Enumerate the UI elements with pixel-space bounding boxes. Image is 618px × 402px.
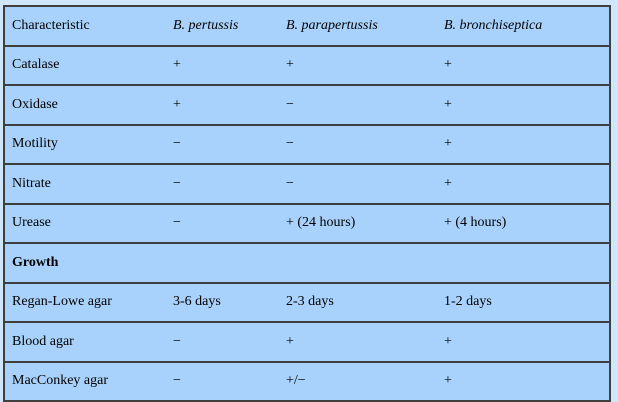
header-b-bronchiseptica: B. bronchiseptica [437,5,611,47]
cell-value: + [437,321,611,363]
cell-value: − [279,84,437,126]
table-row-oxidase: Oxidase + − + [3,84,611,126]
cell-value: + [166,44,279,86]
cell-value: + (4 hours) [437,202,611,244]
cell-value: − [279,123,437,165]
cell-value: − [166,202,279,244]
row-label: MacConkey agar [3,360,166,402]
row-label: Urease [3,202,166,244]
section-heading-growth: Growth [3,242,166,284]
row-label: Motility [3,123,166,165]
cell-value: − [279,163,437,205]
cell-value: − [166,321,279,363]
cell-value: − [166,360,279,402]
cell-value: + [166,84,279,126]
header-b-pertussis: B. pertussis [166,5,279,47]
table-row-nitrate: Nitrate − − + [3,163,611,205]
cell-value: − [166,163,279,205]
row-label: Blood agar [3,321,166,363]
cell-value: − [166,123,279,165]
row-label: Regan-Lowe agar [3,281,166,323]
cell-value: + (24 hours) [279,202,437,244]
table-row-urease: Urease − + (24 hours) + (4 hours) [3,202,611,244]
row-label: Nitrate [3,163,166,205]
table-row-motility: Motility − − + [3,123,611,165]
header-characteristic: Characteristic [3,5,166,47]
table-row-macconkey-agar: MacConkey agar − +/− + [3,360,611,402]
table-row-catalase: Catalase + + + [3,44,611,86]
header-b-parapertussis: B. parapertussis [279,5,437,47]
cell-value [437,242,611,284]
cell-value: + [437,44,611,86]
cell-value: + [437,84,611,126]
cell-value: 2-3 days [279,281,437,323]
cell-value: +/− [279,360,437,402]
table-header-row: Characteristic B. pertussis B. parapertu… [3,5,611,47]
table-row-regan-lowe-agar: Regan-Lowe agar 3-6 days 2-3 days 1-2 da… [3,281,611,323]
cell-value [166,242,279,284]
bordetella-comparison-table: Characteristic B. pertussis B. parapertu… [3,5,611,402]
cell-value: + [279,44,437,86]
cell-value: + [437,123,611,165]
cell-value: 1-2 days [437,281,611,323]
table-row-blood-agar: Blood agar − + + [3,321,611,363]
cell-value: + [437,360,611,402]
cell-value: + [437,163,611,205]
cell-value: 3-6 days [166,281,279,323]
row-label: Oxidase [3,84,166,126]
row-label: Catalase [3,44,166,86]
cell-value [279,242,437,284]
table-row-growth-section: Growth [3,242,611,284]
cell-value: + [279,321,437,363]
